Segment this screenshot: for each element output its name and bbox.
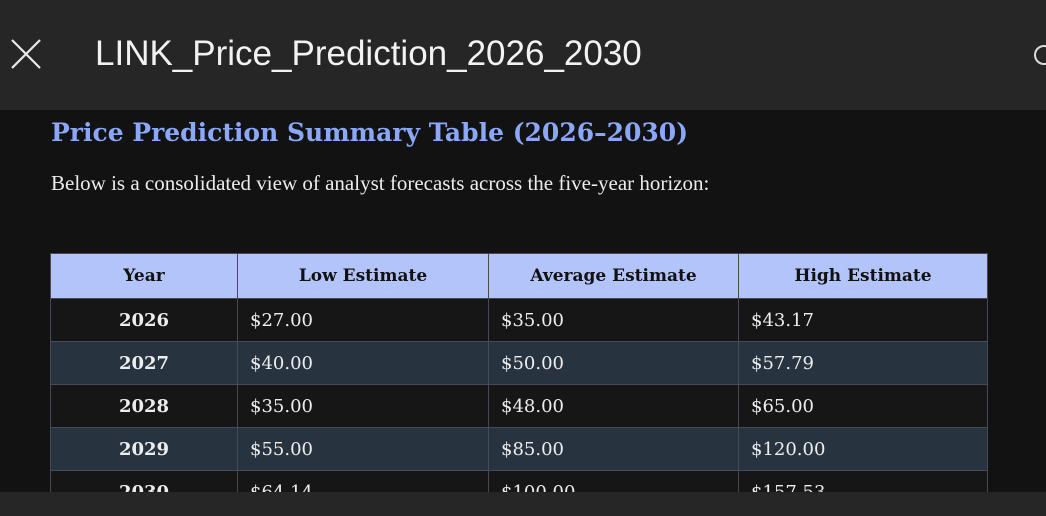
average-estimate-cell: $35.00	[488, 298, 739, 342]
year-cell: 2026	[50, 298, 238, 342]
average-estimate-cell: $50.00	[488, 341, 739, 385]
intro-paragraph: Below is a consolidated view of analyst …	[51, 171, 710, 195]
average-estimate-cell: $85.00	[488, 427, 739, 471]
high-estimate-cell: $65.00	[738, 384, 988, 428]
year-cell: 2030	[50, 470, 238, 492]
low-estimate-cell: $35.00	[237, 384, 489, 428]
viewer-toolbar: LINK_Price_Prediction_2026_2030	[0, 0, 1046, 110]
circle-icon[interactable]	[1032, 42, 1046, 68]
document-title: LINK_Price_Prediction_2026_2030	[95, 34, 642, 73]
high-estimate-cell: $57.79	[738, 341, 988, 385]
section-heading: Price Prediction Summary Table (2026–203…	[51, 118, 689, 147]
average-estimate-cell: $48.00	[488, 384, 739, 428]
year-cell: 2027	[50, 341, 238, 385]
header-low-estimate: Low Estimate	[237, 253, 489, 299]
viewer-bottom-bar	[0, 492, 1046, 516]
table-header-row: Year Low Estimate Average Estimate High …	[50, 253, 988, 299]
low-estimate-cell: $55.00	[237, 427, 489, 471]
year-cell: 2028	[50, 384, 238, 428]
low-estimate-cell: $40.00	[237, 341, 489, 385]
header-year: Year	[50, 253, 238, 299]
low-estimate-cell: $27.00	[237, 298, 489, 342]
high-estimate-cell: $120.00	[738, 427, 988, 471]
table-row: 2030 $64.14 $100.00 $157.53	[50, 470, 988, 492]
low-estimate-cell: $64.14	[237, 470, 489, 492]
document-content: Price Prediction Summary Table (2026–203…	[0, 110, 1046, 492]
table-row: 2029 $55.00 $85.00 $120.00	[50, 427, 988, 471]
average-estimate-cell: $100.00	[488, 470, 739, 492]
table-row: 2028 $35.00 $48.00 $65.00	[50, 384, 988, 428]
table-row: 2026 $27.00 $35.00 $43.17	[50, 298, 988, 342]
header-high-estimate: High Estimate	[738, 253, 988, 299]
high-estimate-cell: $157.53	[738, 470, 988, 492]
close-icon[interactable]	[9, 37, 43, 71]
header-average-estimate: Average Estimate	[488, 253, 739, 299]
high-estimate-cell: $43.17	[738, 298, 988, 342]
table-row: 2027 $40.00 $50.00 $57.79	[50, 341, 988, 385]
forecast-table: Year Low Estimate Average Estimate High …	[50, 253, 988, 492]
year-cell: 2029	[50, 427, 238, 471]
